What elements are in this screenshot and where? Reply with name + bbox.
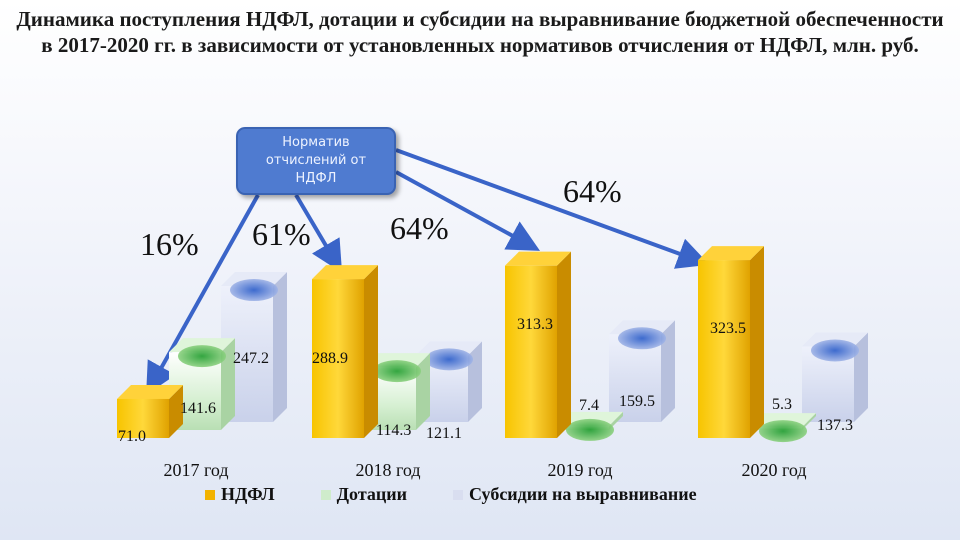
value-label-ndfl-3: 323.5 [710, 320, 746, 337]
bar-side-subsidii-0 [273, 272, 287, 422]
bar-front-ndfl-1 [312, 279, 364, 438]
bar-side-dotacii-3 [802, 413, 816, 430]
callout-text: Норматив отчислений от НДФЛ [265, 135, 367, 186]
bar-cap-subsidii-0 [230, 279, 278, 302]
bar-top-ndfl-3 [698, 246, 764, 261]
category-label-3: 2020 год [741, 460, 806, 480]
bar-front-subsidii-2 [609, 334, 661, 422]
category-label-0: 2017 год [163, 460, 228, 480]
value-label-dotacii-1: 114.3 [376, 422, 411, 439]
category-label-1: 2018 год [355, 460, 420, 480]
value-label-subsidii-1: 121.1 [426, 425, 462, 442]
bar-dotacii-3 [750, 413, 816, 443]
bar-ndfl-1 [312, 265, 378, 438]
bar-subsidii-3 [802, 332, 868, 422]
value-label-subsidii-3: 137.3 [817, 417, 853, 434]
value-label-ndfl-0: 71.0 [118, 428, 146, 445]
arrow-1 [294, 193, 343, 273]
bar-ndfl-3 [698, 246, 764, 438]
arrows-group [146, 148, 710, 395]
bar-cap-dotacii-1 [373, 360, 421, 383]
normative-callout: Норматив отчислений от НДФЛ [236, 127, 396, 195]
bar-side-subsidii-1 [468, 341, 482, 422]
category-label-2: 2019 год [547, 460, 612, 480]
bar-cap-dotacii-3 [759, 420, 807, 443]
bar-cap-dotacii-0 [178, 345, 226, 368]
bar-side-subsidii-2 [661, 320, 675, 422]
bar-subsidii-2 [609, 320, 675, 422]
bar-front-ndfl-3 [698, 260, 750, 438]
arrow-2 [395, 170, 541, 251]
legend-item-dotacii: Дотации [320, 484, 407, 505]
bar-ndfl-0 [117, 384, 183, 438]
legend-swatch-subsidii [453, 489, 463, 500]
bars-group [117, 246, 868, 443]
chart-title: Динамика поступления НДФЛ, дотации и суб… [16, 7, 944, 57]
labels-group: 71.0 288.9 313.3 323.5 141.6 114.3 7.4 5.3 247.2… [118, 316, 853, 480]
bar-ndfl-2 [505, 251, 571, 438]
arrow-0 [146, 194, 260, 395]
bar-side-dotacii-0 [221, 338, 235, 430]
value-label-dotacii-0: 141.6 [180, 400, 216, 417]
bar-side-subsidii-3 [854, 332, 868, 422]
value-label-subsidii-0: 247.2 [233, 350, 269, 367]
bar-top-ndfl-0 [117, 384, 183, 399]
bar-dotacii-2 [557, 411, 623, 441]
bar-front-ndfl-0 [117, 398, 169, 438]
bar-front-ndfl-2 [505, 265, 557, 438]
percent-label-2018: 61% [252, 216, 311, 252]
value-label-ndfl-1: 288.9 [312, 350, 348, 367]
legend-label-dotacii: Дотации [336, 484, 407, 504]
bar-side-ndfl-2 [557, 251, 571, 438]
bar-cap-subsidii-3 [811, 339, 859, 362]
bar-cap-subsidii-1 [425, 348, 473, 371]
percent-label-2019: 64% [390, 210, 449, 246]
bar-side-ndfl-3 [750, 246, 764, 438]
percent-label-2017: 16% [140, 226, 199, 262]
bar-top-ndfl-2 [505, 251, 571, 266]
percent-label-2020: 64% [563, 173, 622, 209]
arrow-3 [395, 148, 710, 269]
bar-side-ndfl-1 [364, 265, 378, 438]
legend: НДФЛ Дотации Субсидии на выравнивание [205, 484, 697, 505]
bar-cap-dotacii-2 [566, 418, 614, 441]
value-label-ndfl-2: 313.3 [517, 316, 553, 333]
bar-cap-subsidii-2 [618, 327, 666, 350]
value-label-subsidii-2: 159.5 [619, 393, 655, 410]
value-label-dotacii-3: 5.3 [772, 396, 792, 413]
legend-label-ndfl: НДФЛ [221, 484, 275, 504]
bar-side-dotacii-2 [609, 411, 623, 430]
value-label-dotacii-2: 7.4 [579, 397, 599, 414]
legend-swatch-dotacii [320, 489, 331, 500]
bar-side-ndfl-0 [169, 384, 183, 438]
legend-swatch-ndfl [205, 489, 215, 500]
legend-item-subsidii: Субсидии на выравнивание [453, 484, 697, 505]
legend-item-ndfl: НДФЛ [205, 484, 275, 505]
bar-top-ndfl-1 [312, 265, 378, 280]
legend-label-subsidii: Субсидии на выравнивание [469, 484, 697, 504]
